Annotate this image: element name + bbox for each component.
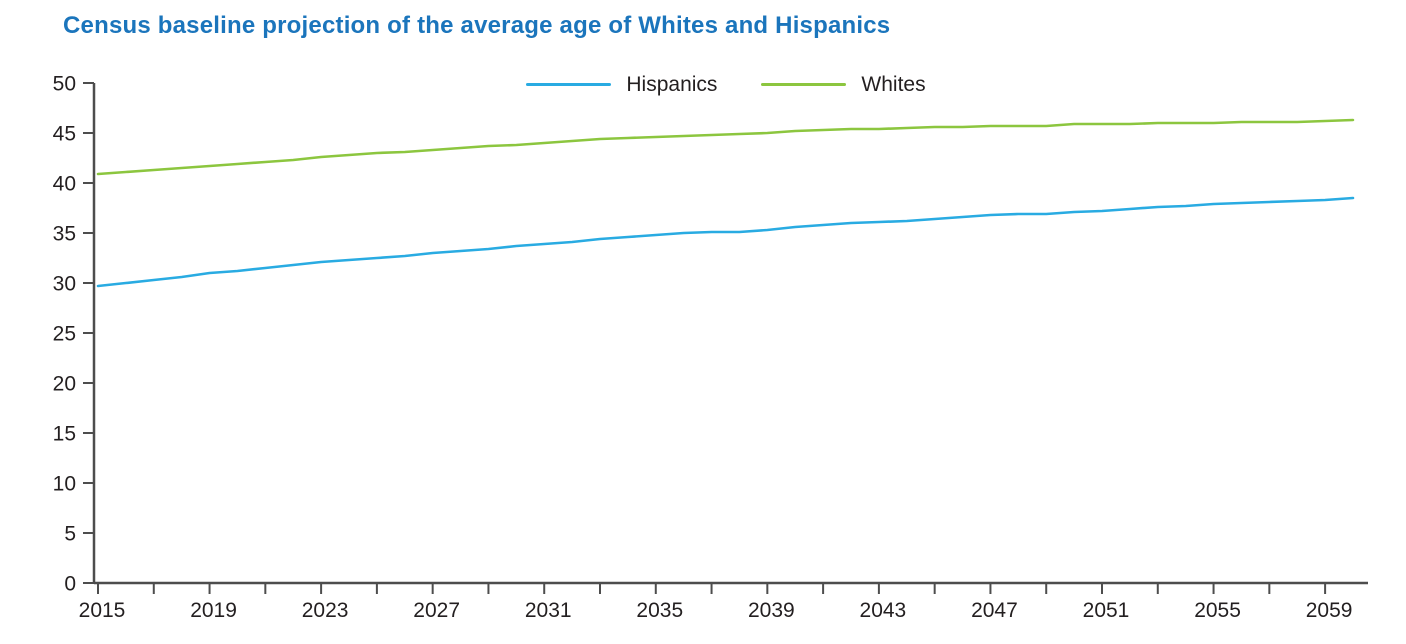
y-tick-label: 30 <box>53 273 76 296</box>
y-tick-label: 35 <box>53 223 76 246</box>
whites-line <box>96 118 1355 176</box>
legend: Hispanics Whites <box>98 74 1354 95</box>
x-tick-label: 2055 <box>1194 599 1241 622</box>
legend-item-hispanics: Hispanics <box>526 74 717 95</box>
x-tick-label: 2023 <box>302 599 349 622</box>
y-tick-label: 15 <box>53 423 76 446</box>
x-tick-label: 2031 <box>525 599 572 622</box>
y-tick-label: 0 <box>64 573 76 596</box>
y-tick-label: 20 <box>53 373 76 396</box>
x-tick-label: 2043 <box>860 599 907 622</box>
legend-item-whites: Whites <box>761 73 926 96</box>
y-tick-label: 45 <box>53 123 76 146</box>
x-tick-label: 2059 <box>1306 599 1353 622</box>
x-tick-label: 2051 <box>1083 599 1130 622</box>
whites-line-swatch <box>761 83 847 86</box>
x-tick-label: 2019 <box>190 599 237 622</box>
hispanics-line <box>96 196 1355 288</box>
y-tick-label: 10 <box>53 473 76 496</box>
y-tick-label: 40 <box>53 173 76 196</box>
x-tick-label: 2027 <box>413 599 460 622</box>
x-tick-label: 2035 <box>636 599 683 622</box>
hispanics-line-swatch <box>526 83 612 86</box>
y-tick-label: 5 <box>64 523 76 546</box>
legend-label-whites: Whites <box>861 73 926 96</box>
y-tick-label: 50 <box>53 73 76 96</box>
chart-title: Census baseline projection of the averag… <box>63 12 891 39</box>
x-tick-label: 2039 <box>748 599 795 622</box>
x-tick-label: 2015 <box>79 599 126 622</box>
x-tick-label: 2047 <box>971 599 1018 622</box>
legend-label-hispanics: Hispanics <box>626 73 718 96</box>
y-tick-label: 25 <box>53 323 76 346</box>
